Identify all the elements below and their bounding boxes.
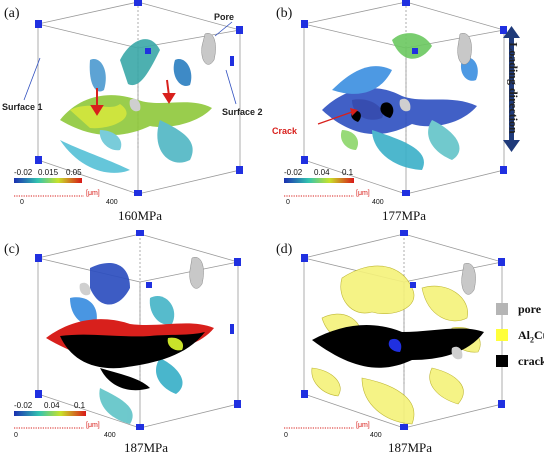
pore-annotation: Pore [214, 12, 235, 22]
scale-start: 0 [286, 199, 290, 206]
legend-swatch [496, 303, 508, 315]
stress-label: 177MPa [382, 208, 427, 223]
tomography-volume-c [14, 230, 241, 430]
legend-label: crack [518, 354, 544, 368]
stress-label: 187MPa [124, 440, 169, 455]
tomography-volume-a [14, 0, 243, 197]
surface1-annotation: Surface 1 [2, 102, 43, 112]
panel-a: (a) Pore Surface 1 Surface 2 -0.02 0.015… [0, 0, 272, 228]
scale-end: 400 [370, 432, 382, 439]
legend-label: Al2Cu [518, 328, 544, 345]
scale-start: 0 [20, 199, 24, 206]
legend-label: pore [518, 302, 542, 316]
stress-label: 187MPa [388, 440, 433, 455]
scale-end: 400 [106, 199, 118, 206]
scale-unit: [μm] [86, 190, 100, 197]
legend-swatch [496, 355, 508, 367]
legend-swatch [496, 329, 508, 341]
scale-unit: [μm] [86, 422, 100, 429]
stress-label: 160MPa [118, 208, 163, 223]
scale-start: 0 [14, 432, 18, 439]
panel-label: (d) [276, 242, 293, 257]
panel-label: (b) [276, 6, 293, 21]
panel-label: (a) [4, 6, 20, 21]
tomography-volume-b [284, 0, 520, 197]
panel-b: (b) Crack -0.02 0.04 0.1 [μm] 0 400 177M… [272, 0, 544, 228]
scale-unit: [μm] [356, 422, 370, 429]
crack-annotation: Crack [272, 126, 298, 136]
panel-d: (d) [μm] 0 400 187MPa pore Al2Cu crack [272, 228, 544, 456]
scale-end: 400 [372, 199, 384, 206]
panel-label: (c) [4, 242, 20, 257]
panel-c: (c) -0.02 0.04 0.1 [μm] 0 400 187MPa [0, 228, 272, 456]
scale-end: 400 [104, 432, 116, 439]
tomography-volume-d [284, 230, 505, 430]
loading-direction-label: Loading direction [506, 42, 521, 134]
surface2-annotation: Surface 2 [222, 107, 263, 117]
scale-start: 0 [284, 432, 288, 439]
scale-unit: [μm] [356, 190, 370, 197]
